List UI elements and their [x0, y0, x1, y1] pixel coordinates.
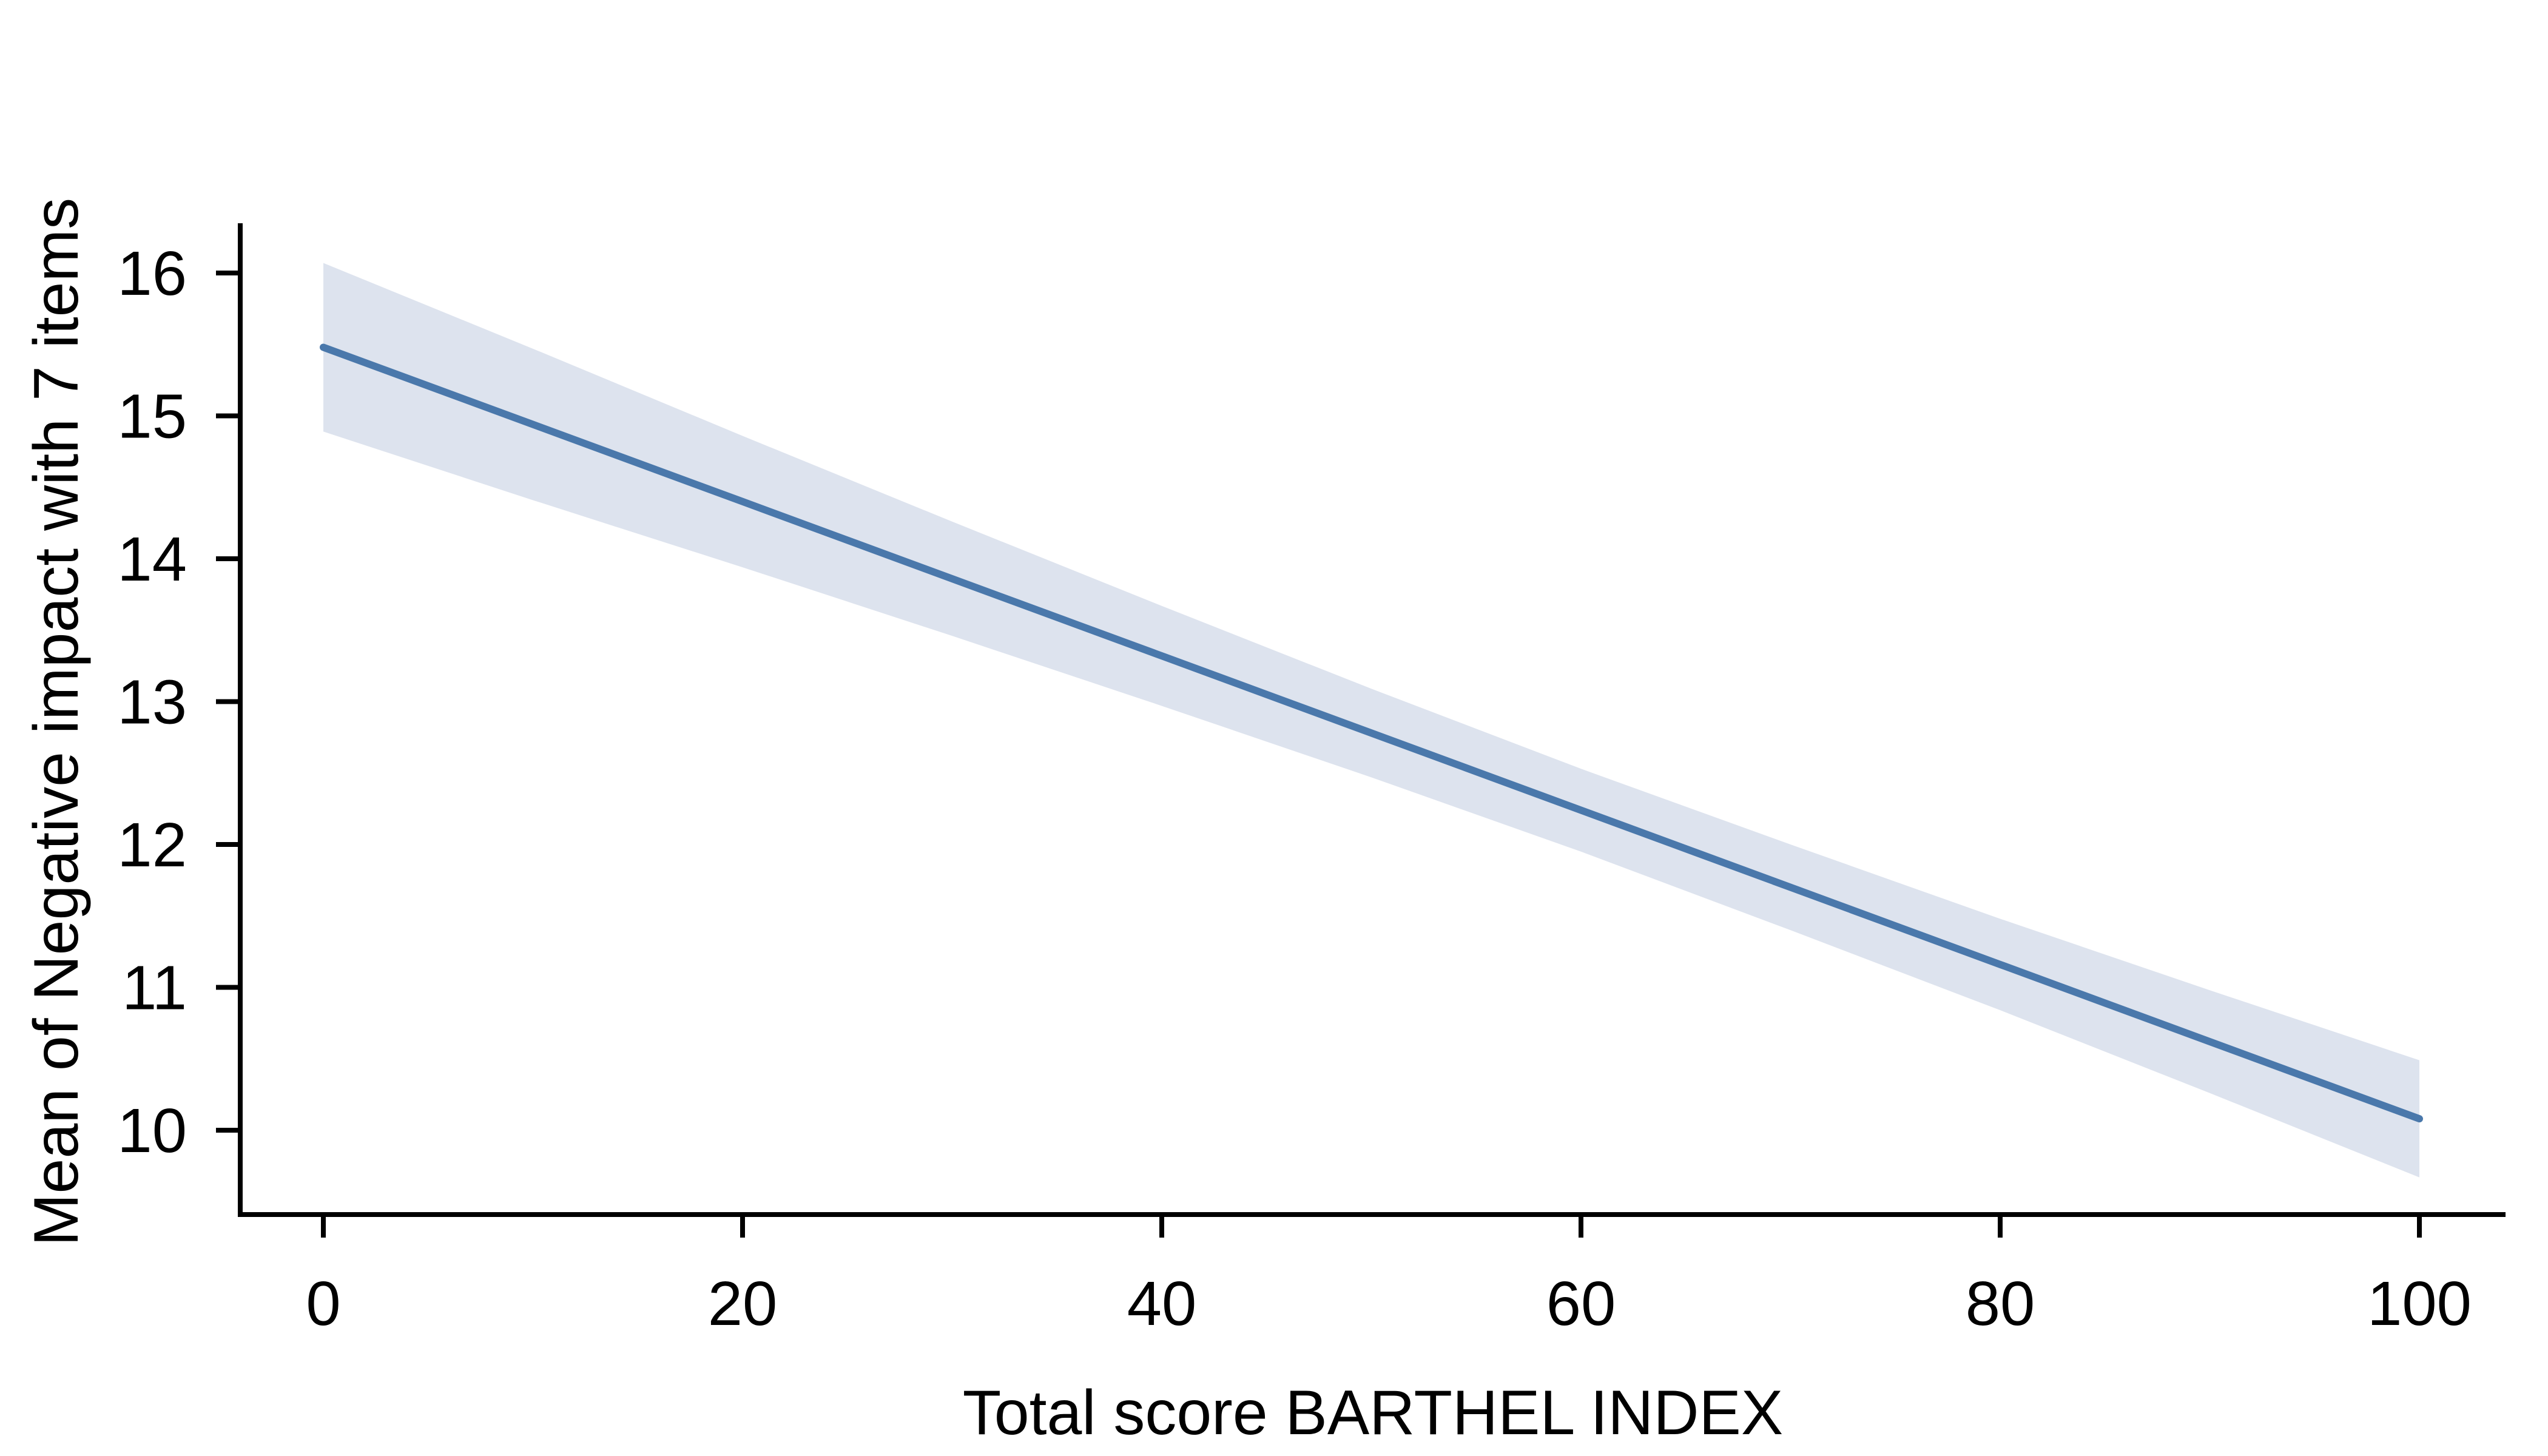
- fit-line-layer: [320, 343, 2423, 1123]
- y-tick-label: 10: [117, 1096, 187, 1165]
- x-tick-label: 0: [306, 1269, 340, 1338]
- y-tick-label: 11: [122, 953, 187, 1023]
- y-axis-title: Mean of Negative impact with 7 items: [21, 198, 92, 1246]
- y-tick-label: 15: [117, 382, 187, 451]
- x-tick-label: 40: [1127, 1269, 1197, 1338]
- x-tick-label: 100: [2367, 1269, 2472, 1338]
- confidence-band-layer: [323, 263, 2419, 1178]
- y-tick-label: 16: [117, 238, 187, 308]
- x-tick-label: 80: [1966, 1269, 2035, 1338]
- confidence-band-area: [323, 263, 2419, 1178]
- x-tick-label: 60: [1546, 1269, 1616, 1338]
- y-tick-label: 14: [117, 524, 187, 594]
- x-tick-label: 20: [708, 1269, 778, 1338]
- axes-layer: [238, 223, 2506, 1217]
- y-tick-label: 13: [117, 667, 187, 737]
- y-tick-label: 12: [117, 810, 187, 880]
- fit-line-path: [320, 343, 2423, 1123]
- x-axis-title: Total score BARTHEL INDEX: [963, 1378, 1783, 1448]
